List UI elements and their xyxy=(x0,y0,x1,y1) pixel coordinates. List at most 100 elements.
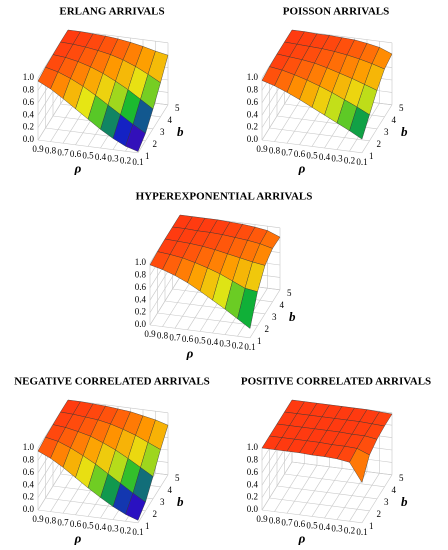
z-tick-label: 1.0 xyxy=(247,442,259,452)
y-grid-line xyxy=(157,312,258,327)
y-tick-label: 1 xyxy=(257,336,262,346)
x-tick-label: 0.1 xyxy=(356,157,367,167)
y-axis-label: b xyxy=(177,494,184,509)
y-grid-line xyxy=(269,127,370,142)
x-tick-label: 0.6 xyxy=(70,519,82,529)
x-tick-label: 0.2 xyxy=(120,155,131,165)
x-tick-label: 0.9 xyxy=(32,144,44,154)
x-axis-label: ρ xyxy=(74,160,82,175)
y-tick-label: 3 xyxy=(160,497,165,507)
z-tick-label: 0.0 xyxy=(247,134,259,144)
x-tick-label: 0.2 xyxy=(120,525,131,535)
x-axis-label: ρ xyxy=(298,160,306,175)
z-tick-label: 0.6 xyxy=(23,97,35,107)
y-tick-label: 3 xyxy=(384,127,389,137)
x-tick-label: 0.1 xyxy=(132,157,143,167)
z-tick-label: 0.4 xyxy=(247,109,259,119)
z-tick-label: 0.4 xyxy=(23,109,35,119)
z-tick-label: 0.2 xyxy=(135,307,146,317)
y-tick-label: 4 xyxy=(280,300,285,310)
x-axis-label: ρ xyxy=(74,530,82,545)
x-tick-label: 0.8 xyxy=(269,516,281,526)
x-tick-label: 0.6 xyxy=(294,149,306,159)
z-tick-label: 0.8 xyxy=(247,454,259,464)
x-tick-label: 0.1 xyxy=(244,342,255,352)
y-tick-label: 5 xyxy=(399,103,404,113)
surface-cell xyxy=(237,287,258,329)
x-tick-label: 0.2 xyxy=(344,525,355,535)
y-tick-label: 5 xyxy=(399,473,404,483)
x-tick-label: 0.9 xyxy=(256,144,268,154)
z-tick-label: 0.4 xyxy=(135,294,147,304)
x-tick-label: 0.3 xyxy=(107,154,119,164)
chart-title: NEGATIVE CORRELATED ARRIVALS xyxy=(14,376,210,388)
y-grid-line xyxy=(291,461,393,476)
y-grid-line xyxy=(37,509,139,524)
chart-title: POSITIVE CORRELATED ARRIVALS xyxy=(241,376,431,388)
surface-cell xyxy=(125,123,146,152)
x-tick-label: 0.2 xyxy=(344,155,355,165)
x-tick-label: 0.3 xyxy=(331,154,343,164)
z-tick-label: 0.2 xyxy=(23,122,34,132)
chart-title: POISSON ARRIVALS xyxy=(283,6,389,18)
y-tick-label: 4 xyxy=(168,485,173,495)
chart-title: ERLANG ARRIVALS xyxy=(59,6,164,18)
x-axis-label: ρ xyxy=(186,345,194,360)
y-tick-label: 2 xyxy=(377,509,382,519)
z-tick-label: 0.4 xyxy=(23,479,35,489)
x-tick-label: 0.5 xyxy=(82,520,94,530)
x-tick-label: 0.8 xyxy=(157,331,169,341)
x-tick-label: 0.7 xyxy=(281,147,293,157)
x-tick-label: 0.6 xyxy=(70,149,82,159)
z-tick-label: 0.2 xyxy=(23,492,34,502)
x-tick-label: 0.7 xyxy=(281,517,293,527)
surface-cell xyxy=(125,492,146,521)
y-tick-label: 4 xyxy=(392,115,397,125)
x-tick-label: 0.4 xyxy=(319,522,331,532)
x-tick-label: 0.6 xyxy=(182,334,194,344)
x-tick-label: 0.7 xyxy=(57,147,69,157)
x-tick-label: 0.9 xyxy=(32,514,44,524)
y-tick-label: 5 xyxy=(175,473,180,483)
x-tick-label: 0.6 xyxy=(294,519,306,529)
y-tick-label: 2 xyxy=(265,324,270,334)
y-axis-label: b xyxy=(289,309,296,324)
x-tick-label: 0.9 xyxy=(256,514,268,524)
surface-cell xyxy=(349,106,370,140)
x-tick-label: 0.5 xyxy=(306,150,318,160)
z-tick-label: 0.6 xyxy=(135,282,147,292)
x-tick-label: 0.5 xyxy=(82,150,94,160)
x-tick-label: 0.8 xyxy=(269,146,281,156)
z-tick-label: 0.8 xyxy=(23,84,35,94)
z-tick-label: 0.8 xyxy=(23,454,35,464)
y-tick-label: 5 xyxy=(287,288,292,298)
z-tick-label: 1.0 xyxy=(135,257,147,267)
x-tick-label: 0.8 xyxy=(45,516,57,526)
x-tick-label: 0.4 xyxy=(95,522,107,532)
x-tick-label: 0.2 xyxy=(232,340,243,350)
y-tick-label: 4 xyxy=(392,485,397,495)
x-tick-label: 0.3 xyxy=(331,524,343,534)
z-tick-label: 0.6 xyxy=(23,467,35,477)
x-tick-label: 0.1 xyxy=(132,527,143,537)
z-tick-label: 0.0 xyxy=(23,504,35,514)
x-tick-label: 0.4 xyxy=(95,152,107,162)
x-tick-label: 0.1 xyxy=(356,527,367,537)
x-axis-label: ρ xyxy=(298,530,306,545)
x-tick-label: 0.4 xyxy=(319,152,331,162)
y-tick-label: 3 xyxy=(272,312,277,322)
y-tick-label: 3 xyxy=(384,497,389,507)
y-tick-label: 2 xyxy=(153,139,158,149)
x-tick-label: 0.3 xyxy=(107,524,119,534)
y-axis-label: b xyxy=(401,124,408,139)
x-tick-label: 0.5 xyxy=(306,520,318,530)
chart-title: HYPEREXPONENTIAL ARRIVALS xyxy=(136,191,313,203)
x-tick-label: 0.5 xyxy=(194,335,206,345)
y-grid-line xyxy=(269,497,370,512)
z-tick-label: 0.4 xyxy=(247,479,259,489)
y-tick-label: 1 xyxy=(369,521,374,531)
y-axis-label: b xyxy=(401,494,408,509)
y-tick-label: 2 xyxy=(153,509,158,519)
z-tick-label: 0.2 xyxy=(247,122,258,132)
